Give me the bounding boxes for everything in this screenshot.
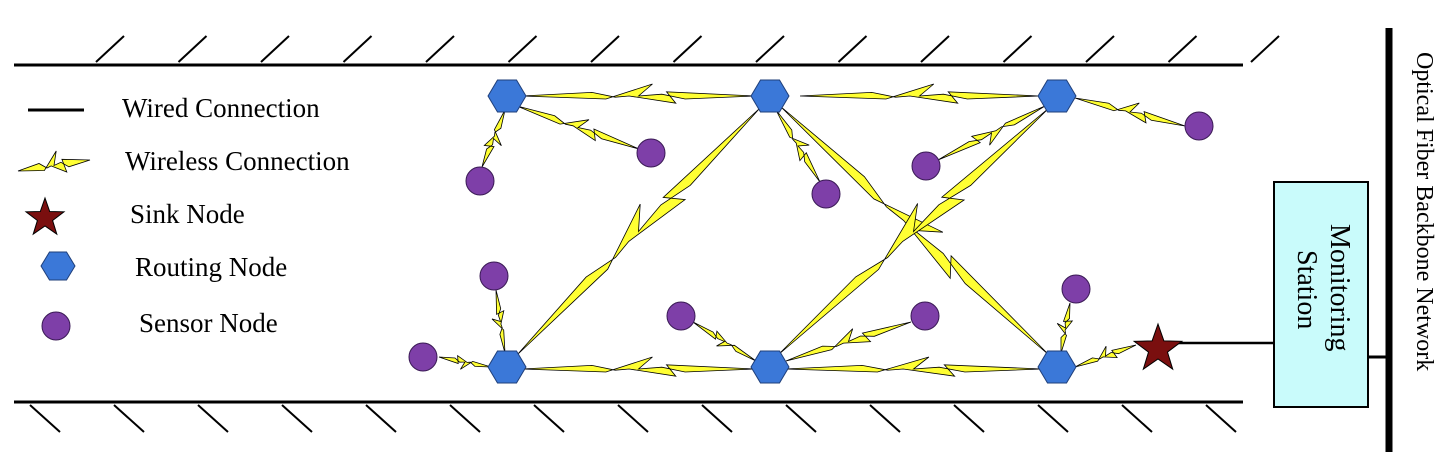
wireless-link: [521, 356, 756, 377]
legend: Wired Connection Wireless Connection Sin…: [17, 93, 350, 341]
lightning-bolt-icon: [17, 150, 91, 173]
optical-fiber-backbone: Optical Fiber Backbone Network: [1385, 28, 1437, 452]
legend-item-sink: Sink Node: [24, 196, 245, 236]
hexagon-icon: [40, 251, 76, 281]
wireless-link: [1056, 302, 1074, 354]
sensor-node: [911, 151, 941, 181]
circle-icon: [41, 311, 71, 341]
routing-nodes: [487, 79, 1077, 384]
legend-item-sensor: Sensor Node: [41, 308, 278, 341]
network-links: [438, 83, 1186, 377]
wireless-link: [1074, 344, 1137, 368]
sensor-node: [1184, 111, 1214, 141]
sensor-node: [465, 166, 495, 196]
routing-node: [1037, 350, 1077, 384]
routing-node: [487, 79, 527, 113]
sensor-node: [1061, 274, 1091, 304]
wireless-link: [438, 354, 492, 370]
routing-node: [750, 350, 790, 384]
wireless-link: [1074, 97, 1186, 127]
legend-label-wireless: Wireless Connection: [125, 146, 350, 176]
sensor-node: [910, 301, 940, 331]
routing-node: [750, 79, 790, 113]
legend-label-routing: Routing Node: [135, 252, 287, 282]
wireless-link: [516, 105, 640, 150]
tunnel-top-wall: [14, 35, 1280, 67]
sensor-node: [811, 179, 841, 209]
wireless-link: [799, 83, 1040, 104]
legend-label-wired: Wired Connection: [122, 93, 320, 123]
routing-node: [487, 350, 527, 384]
station-label-line2: Station: [1291, 250, 1322, 329]
wireless-link: [785, 321, 912, 362]
sensor-nodes: [408, 111, 1214, 372]
wireless-link: [937, 105, 1046, 161]
wireless-link: [516, 107, 761, 356]
wireless-link: [491, 289, 506, 354]
legend-item-wired: Wired Connection: [28, 93, 320, 123]
monitoring-station: Monitoring Station: [1273, 181, 1389, 408]
wireless-link: [692, 321, 757, 362]
routing-node: [1037, 79, 1077, 113]
star-icon: [1132, 322, 1184, 371]
wireless-link: [784, 356, 1043, 377]
legend-item-routing: Routing Node: [40, 251, 287, 282]
sensor-node: [666, 301, 696, 331]
wireless-link: [481, 109, 506, 168]
sensor-node: [636, 138, 666, 168]
backbone-label: Optical Fiber Backbone Network: [1411, 52, 1437, 371]
legend-label-sink: Sink Node: [130, 199, 245, 229]
station-label-line1: Monitoring: [1324, 224, 1355, 352]
sink-node: [1132, 322, 1184, 371]
legend-item-wireless: Wireless Connection: [17, 146, 350, 176]
wireless-link: [521, 83, 756, 104]
tunnel-bottom-wall: [14, 400, 1243, 433]
legend-label-sensor: Sensor Node: [139, 308, 278, 338]
star-icon: [24, 196, 66, 236]
sensor-node: [408, 342, 438, 372]
sensor-node: [479, 261, 509, 291]
lightning-bolt-icon: [17, 150, 91, 173]
